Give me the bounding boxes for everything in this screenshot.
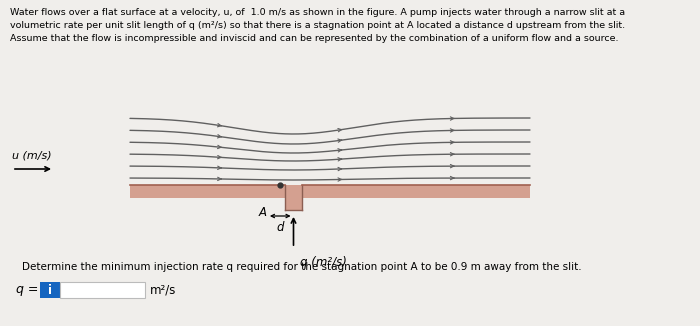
Text: Water flows over a flat surface at a velocity, u, of  1.0 m/s as shown in the fi: Water flows over a flat surface at a vel…	[10, 8, 625, 17]
Text: Assume that the flow is incompressible and inviscid and can be represented by th: Assume that the flow is incompressible a…	[10, 34, 619, 43]
Bar	[40, 282, 60, 298]
Bar	[302, 185, 530, 198]
Bar	[60, 282, 145, 298]
Text: m²/s: m²/s	[150, 284, 176, 297]
Text: q (m²/s): q (m²/s)	[300, 256, 346, 269]
Text: volumetric rate per unit slit length of q (m²/s) so that there is a stagnation p: volumetric rate per unit slit length of …	[10, 21, 625, 30]
Text: d: d	[276, 221, 284, 234]
Text: A: A	[259, 206, 267, 219]
Text: i: i	[48, 284, 52, 297]
Bar	[285, 185, 302, 210]
Bar	[130, 185, 285, 198]
Text: u (m/s): u (m/s)	[12, 150, 52, 160]
Text: Determine the minimum injection rate q required for the stagnation point A to be: Determine the minimum injection rate q r…	[22, 262, 582, 272]
Text: q =: q =	[15, 284, 38, 297]
